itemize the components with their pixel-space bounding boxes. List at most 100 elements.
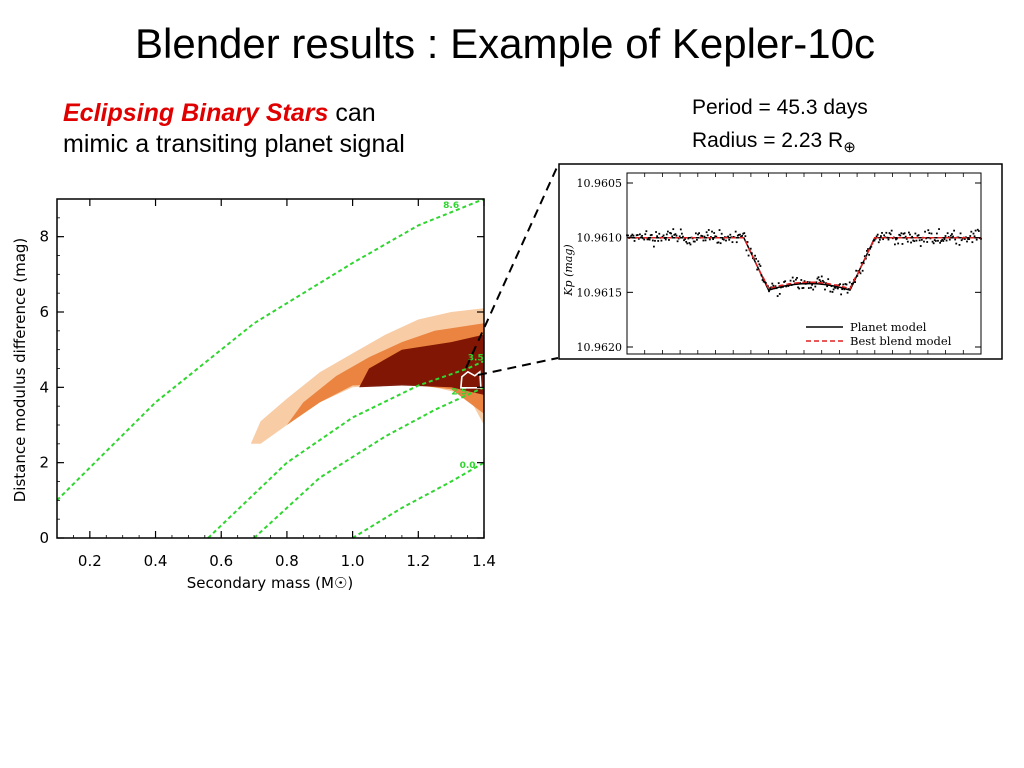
lc-data-point xyxy=(626,234,628,237)
lightcurve-models xyxy=(627,236,981,291)
y-tick-label: 4 xyxy=(39,378,49,396)
lc-data-point xyxy=(976,228,979,231)
lc-data-point xyxy=(677,237,680,240)
lc-data-point xyxy=(705,231,708,234)
lc-data-point xyxy=(802,287,805,289)
lc-data-point xyxy=(704,239,707,242)
lc-data-point xyxy=(825,282,827,285)
lc-y-tick-label: 10.9615 xyxy=(577,286,623,299)
lc-data-point xyxy=(839,283,841,286)
lc-data-point xyxy=(821,279,824,282)
lc-data-point xyxy=(844,283,847,285)
lc-data-point xyxy=(873,239,876,242)
x-tick-label: 0.4 xyxy=(144,552,168,570)
lc-data-point xyxy=(747,254,750,257)
lc-data-point xyxy=(909,233,911,236)
lc-data-point xyxy=(731,241,734,244)
lc-data-point xyxy=(942,240,945,242)
lc-data-point xyxy=(671,235,674,238)
lc-data-point xyxy=(657,240,660,242)
lc-data-point xyxy=(960,239,963,242)
lc-data-point xyxy=(875,235,878,238)
lc-data-point xyxy=(928,232,931,235)
lc-data-point xyxy=(958,243,961,246)
lc-data-point xyxy=(877,241,880,244)
lightcurve-chart: 10.9605 10.9610 10.9615 10.9620 Kp (mag) Pl… xyxy=(558,163,1003,360)
lc-data-point xyxy=(647,238,650,241)
lc-data-point xyxy=(895,238,897,241)
lc-data-point xyxy=(910,241,912,244)
lc-data-point xyxy=(887,238,890,241)
lc-data-point xyxy=(661,235,664,238)
lc-data-point xyxy=(941,238,944,241)
lc-data-point xyxy=(768,290,770,293)
legend-planet-label: Planet model xyxy=(850,320,927,334)
lc-data-point xyxy=(762,280,765,283)
y-tick-label: 2 xyxy=(39,454,49,472)
lc-data-point xyxy=(769,287,772,290)
lc-data-point xyxy=(935,232,938,235)
lc-data-point xyxy=(967,238,969,241)
lc-data-point xyxy=(796,277,798,279)
lc-data-point xyxy=(792,280,795,283)
y-tick-label: 8 xyxy=(39,228,49,246)
lc-data-point xyxy=(826,285,829,288)
legend-blend-label: Best blend model xyxy=(850,334,952,348)
lc-data-point xyxy=(687,237,690,240)
lc-data-point xyxy=(797,286,799,289)
lc-data-point xyxy=(715,235,718,238)
lc-data-point xyxy=(798,287,801,290)
lc-data-point xyxy=(696,238,698,241)
lc-data-point xyxy=(668,239,670,241)
lc-data-point xyxy=(949,234,952,237)
x-tick-label: 1.4 xyxy=(472,552,496,570)
blend-model-line xyxy=(627,236,981,290)
lc-data-point xyxy=(973,235,976,238)
lc-data-point xyxy=(684,238,687,240)
lc-data-point xyxy=(700,234,703,237)
lc-data-point xyxy=(635,234,638,237)
lc-data-point xyxy=(946,232,949,235)
lc-data-point xyxy=(832,288,835,291)
lc-data-point xyxy=(933,239,936,241)
lc-data-point xyxy=(972,232,975,235)
lc-data-point xyxy=(742,232,745,235)
lc-data-point xyxy=(631,233,634,236)
lc-data-point xyxy=(866,249,868,252)
x-tick-label: 0.6 xyxy=(209,552,233,570)
lc-data-point xyxy=(896,237,898,240)
lc-data-point xyxy=(654,239,656,242)
lc-data-point xyxy=(627,234,629,237)
lc-data-point xyxy=(744,235,747,238)
x-tick-label: 1.2 xyxy=(406,552,430,570)
lc-data-point xyxy=(811,283,813,286)
lightcurve-axes: 10.9605 10.9610 10.9615 10.9620 xyxy=(577,173,982,354)
lc-data-point xyxy=(864,257,867,260)
lc-data-point xyxy=(959,232,962,235)
lc-data-point xyxy=(637,237,640,240)
lc-data-point xyxy=(917,234,920,237)
lc-data-point xyxy=(739,233,741,236)
lc-data-point xyxy=(646,238,649,241)
zoom-connector-bottom xyxy=(477,357,559,376)
lc-data-point xyxy=(833,286,836,289)
lc-data-point xyxy=(718,229,721,231)
lightcurve-legend: Planet model Best blend model xyxy=(806,320,952,348)
lc-data-point xyxy=(735,241,738,244)
lc-data-point xyxy=(905,237,908,240)
lc-data-point xyxy=(758,263,761,266)
density-layer xyxy=(250,308,484,444)
lc-data-point xyxy=(706,234,709,237)
lc-data-point xyxy=(894,243,896,246)
lc-data-point xyxy=(810,286,812,289)
page-title: Blender results : Example of Kepler-10c xyxy=(134,20,876,67)
lc-data-point xyxy=(931,240,934,243)
lc-data-point xyxy=(658,232,661,235)
lc-data-point xyxy=(679,228,682,231)
lc-data-point xyxy=(655,231,657,233)
lc-data-point xyxy=(834,286,837,289)
lc-data-point xyxy=(754,254,756,257)
lc-data-point xyxy=(670,232,673,235)
lc-y-tick-label: 10.9605 xyxy=(577,177,623,190)
lc-data-point xyxy=(920,238,923,241)
